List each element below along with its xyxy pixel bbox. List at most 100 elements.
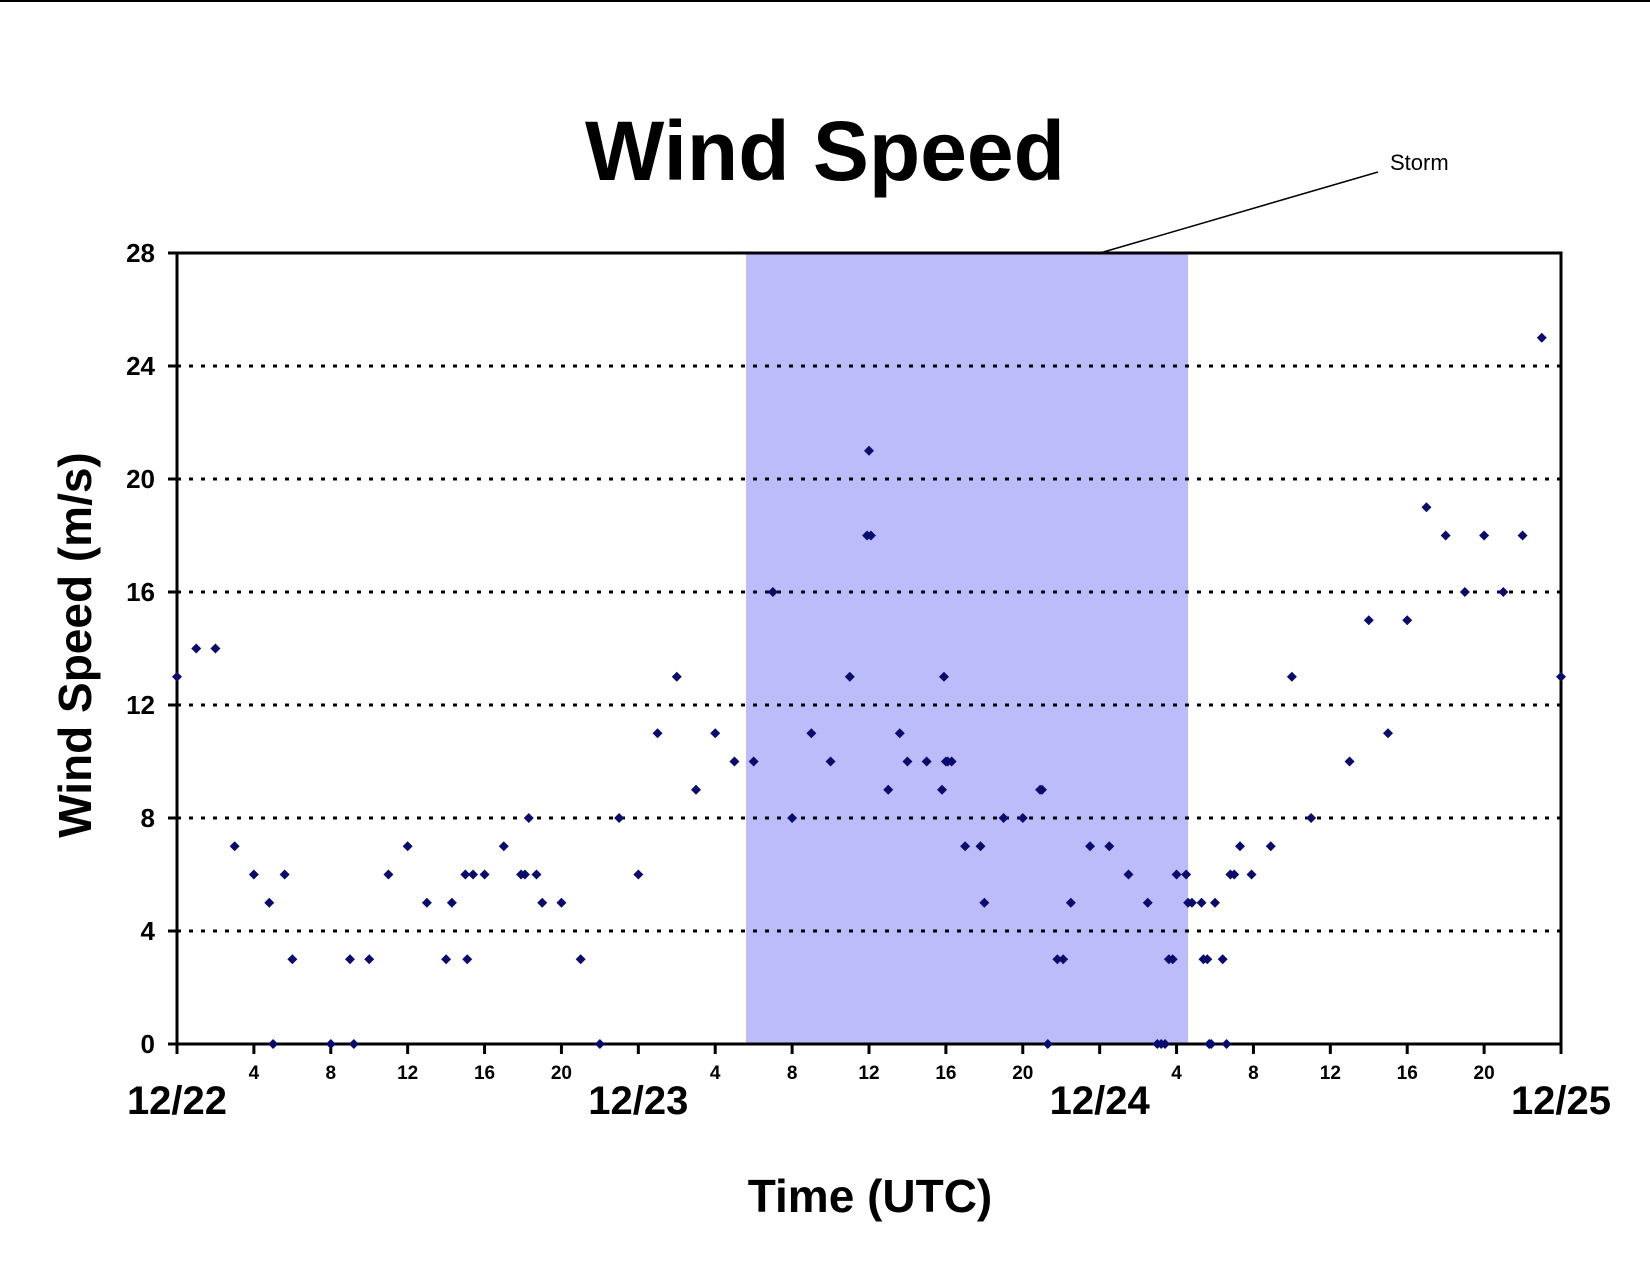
data-point — [441, 954, 452, 965]
data-point — [998, 813, 1009, 823]
data-point — [806, 728, 817, 739]
y-tick-label: 8 — [141, 803, 155, 833]
data-point — [1042, 1039, 1053, 1049]
y-axis-ticks: 0 4 8 12 16 20 24 28 — [126, 238, 177, 1059]
storm-annotation: Storm — [1099, 150, 1449, 254]
data-point — [865, 530, 876, 541]
data-point — [1167, 954, 1178, 965]
data-point — [1265, 841, 1276, 852]
x-date-label: 12/22 — [127, 1079, 227, 1123]
data-point — [531, 869, 542, 880]
gridlines — [177, 364, 1561, 933]
data-point — [383, 869, 394, 880]
data-point — [460, 869, 471, 880]
data-point — [1402, 615, 1413, 626]
x-hour-label: 4 — [249, 1063, 260, 1084]
x-date-label: 12/25 — [1511, 1079, 1611, 1123]
data-point — [748, 756, 759, 767]
data-point — [1536, 332, 1547, 343]
data-point — [921, 756, 932, 767]
data-point — [191, 643, 202, 654]
data-point — [287, 954, 298, 965]
data-point — [960, 841, 971, 852]
storm-region — [745, 253, 1189, 1044]
data-point — [594, 1039, 605, 1049]
data-point — [1206, 1039, 1217, 1049]
data-points — [172, 332, 1566, 1049]
data-point — [575, 954, 586, 965]
data-point — [268, 1039, 279, 1049]
annotation-leader-line — [1099, 171, 1379, 254]
data-point — [1363, 615, 1374, 626]
data-point — [210, 643, 221, 654]
data-point — [1440, 530, 1451, 541]
data-point — [787, 813, 798, 823]
data-point — [498, 841, 509, 852]
data-point — [1181, 869, 1192, 880]
x-hour-label: 4 — [1171, 1063, 1182, 1084]
chart-title: Wind Speed — [585, 104, 1065, 198]
data-point — [1104, 841, 1115, 852]
data-point — [1210, 897, 1220, 908]
data-point — [519, 869, 530, 880]
data-point — [937, 784, 948, 795]
data-point — [902, 756, 913, 767]
data-point — [1058, 954, 1069, 965]
x-hour-label: 20 — [1474, 1063, 1495, 1084]
data-point — [975, 841, 986, 852]
data-point — [556, 897, 567, 908]
data-point — [1229, 869, 1240, 880]
data-point — [1196, 897, 1207, 908]
storm-shaded-area — [745, 253, 1189, 1044]
data-point — [1246, 869, 1257, 880]
data-point — [348, 1039, 359, 1049]
data-point — [979, 897, 990, 908]
data-point — [1052, 954, 1063, 965]
data-point — [1037, 784, 1047, 795]
data-point — [345, 954, 355, 965]
top-border-line — [0, 0, 1650, 2]
y-tick-label: 24 — [126, 351, 155, 381]
data-point — [614, 813, 625, 823]
data-point — [364, 954, 375, 965]
data-point — [864, 445, 874, 456]
data-point — [1171, 869, 1182, 880]
x-hour-label: 8 — [325, 1063, 336, 1084]
data-point — [1479, 530, 1490, 541]
data-point — [1344, 756, 1355, 767]
x-hour-label: 16 — [474, 1063, 495, 1084]
x-hour-label: 8 — [1248, 1063, 1259, 1084]
y-tick-label: 12 — [126, 690, 155, 720]
data-point — [1459, 587, 1470, 597]
data-point — [264, 897, 275, 908]
data-point — [883, 784, 894, 795]
data-point — [1517, 530, 1528, 541]
data-point — [468, 869, 479, 880]
data-point — [1306, 813, 1317, 823]
data-point — [710, 728, 721, 739]
data-point — [1234, 841, 1245, 852]
x-hour-label: 4 — [710, 1063, 721, 1084]
data-point — [523, 813, 534, 823]
data-point — [172, 671, 182, 682]
y-tick-label: 28 — [126, 238, 155, 268]
data-point — [1123, 869, 1134, 880]
data-point — [248, 869, 259, 880]
data-point — [1383, 728, 1393, 739]
data-point — [825, 756, 836, 767]
data-point — [1160, 1039, 1171, 1049]
data-point — [652, 728, 663, 739]
data-point — [1286, 671, 1297, 682]
data-point — [325, 1039, 336, 1049]
x-hour-label: 20 — [551, 1063, 572, 1084]
data-point — [446, 897, 457, 908]
x-hour-label: 16 — [935, 1063, 956, 1084]
x-hour-label: 12 — [858, 1063, 879, 1084]
data-point — [1498, 587, 1509, 597]
x-axis-label: Time (UTC) — [748, 1170, 993, 1222]
data-point — [1217, 954, 1228, 965]
y-tick-label: 0 — [141, 1029, 155, 1059]
data-point — [1202, 954, 1213, 965]
y-tick-label: 4 — [141, 916, 156, 946]
